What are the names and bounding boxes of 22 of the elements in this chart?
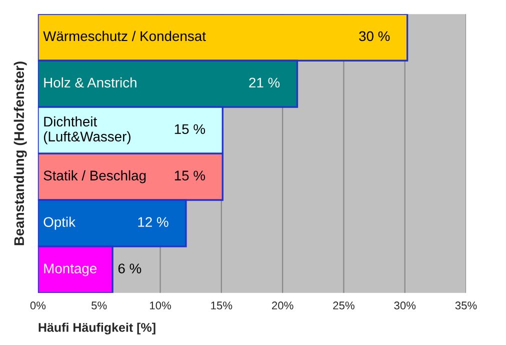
x-tick-label: 20% (272, 302, 294, 310)
data-label: 15 % (174, 170, 206, 180)
data-label: 15 % (174, 124, 206, 134)
data-label: 6 % (118, 264, 142, 274)
data-label: 21 % (249, 78, 280, 88)
y-tick-label: Holz & Anstrich (44, 77, 136, 88)
y-tick-label: Wärmeschutz / Kondensat (43, 30, 206, 42)
x-tick-label: 0% (30, 302, 46, 310)
y-tick-label: Optik (44, 216, 76, 230)
x-tick-label: 30% (394, 302, 416, 310)
x-tick-label: 5% (92, 302, 107, 310)
x-tick-label: 25% (333, 302, 354, 310)
y-tick-label: Statik / Beschlag (44, 170, 146, 184)
y-tick-label: Dichtheit (Luft&Wasser) (44, 116, 130, 144)
y-tick-label: Montage (44, 264, 97, 276)
data-label: 30 % (359, 31, 390, 42)
x-axis-title: Häufi Häufigkeit [%] (38, 322, 156, 334)
data-label: 12 % (138, 217, 168, 227)
x-tick-label: 35% (455, 302, 477, 310)
x-tick-label: 15% (211, 302, 232, 310)
x-tick-label: 10% (150, 302, 171, 310)
y-axis-title: Beanstandung (Holzfenster) (14, 62, 27, 246)
